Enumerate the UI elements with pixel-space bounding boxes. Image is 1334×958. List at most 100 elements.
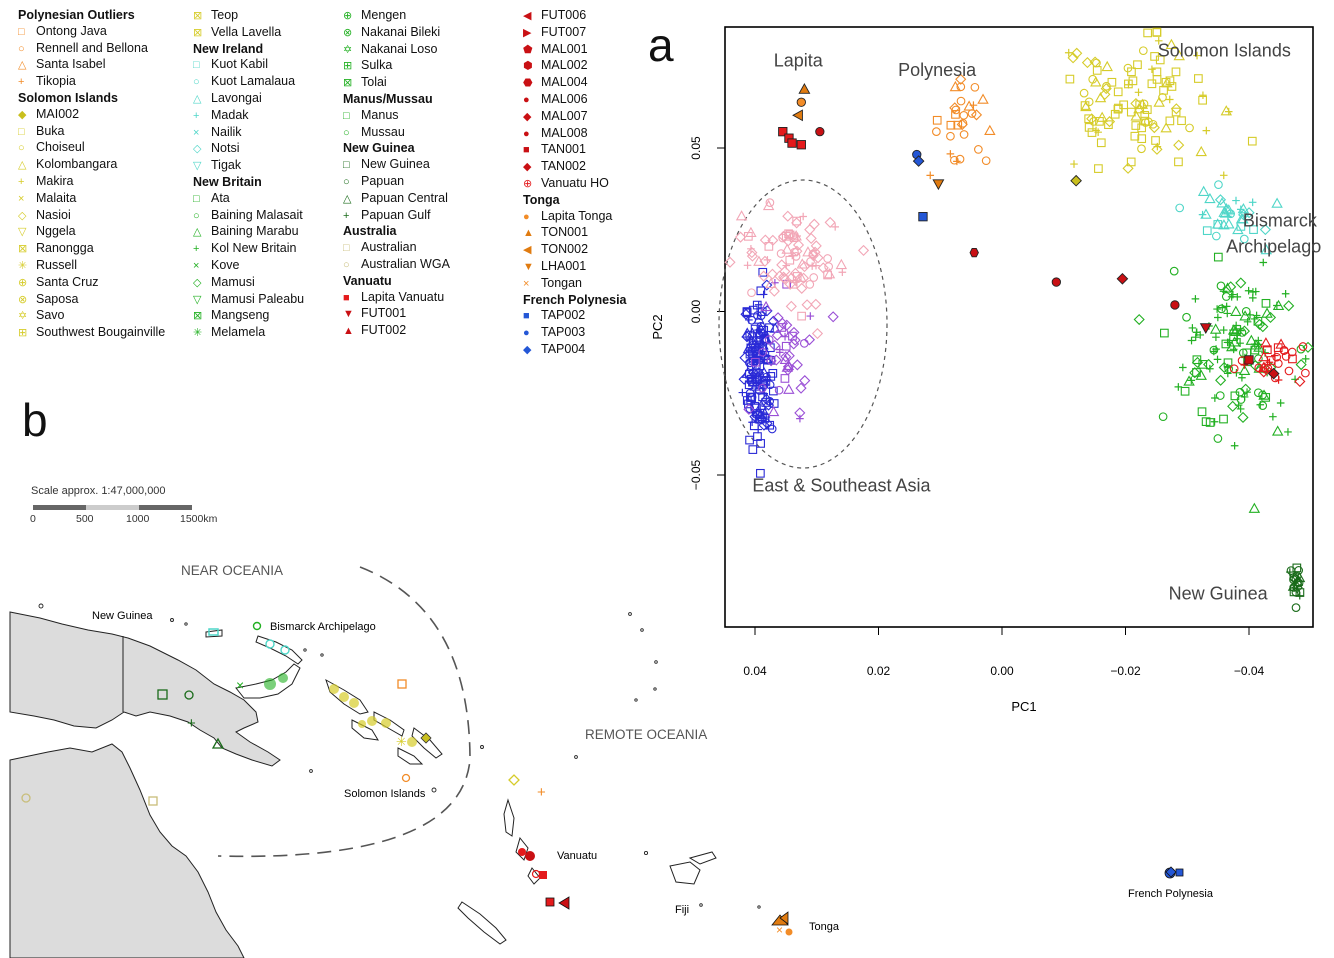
highlight-point <box>1244 355 1254 365</box>
legend-label: MAI002 <box>36 106 80 121</box>
data-point <box>1292 563 1302 573</box>
data-point <box>1065 74 1075 84</box>
data-point <box>1081 57 1093 69</box>
data-point <box>778 272 790 285</box>
data-point <box>1080 101 1090 110</box>
data-point <box>755 380 765 390</box>
data-point <box>791 245 803 257</box>
data-point <box>1134 88 1143 97</box>
data-point <box>1148 119 1158 129</box>
data-point <box>748 375 760 386</box>
data-point <box>1301 355 1310 363</box>
data-point <box>1094 128 1102 137</box>
legend-symbol-icon: ● <box>523 210 530 223</box>
data-point <box>755 355 765 365</box>
data-point <box>783 350 795 362</box>
data-point <box>744 231 753 241</box>
data-point <box>748 418 756 427</box>
data-point <box>1276 399 1285 407</box>
data-point <box>758 347 768 357</box>
australia-landmass <box>9 743 245 958</box>
data-point <box>796 282 808 294</box>
data-point <box>1250 340 1259 348</box>
data-point <box>1239 234 1249 244</box>
data-point <box>1148 122 1160 134</box>
data-point <box>1133 313 1145 326</box>
data-point <box>1174 157 1183 167</box>
data-point <box>757 374 770 385</box>
legend-item: ◇ Notsi <box>193 141 304 158</box>
data-point <box>1224 107 1233 116</box>
near-oceania-boundary <box>217 566 471 858</box>
legend-symbol-icon: ▽ <box>18 226 27 239</box>
data-point <box>1236 222 1246 231</box>
data-point <box>1265 358 1274 367</box>
data-point <box>745 388 755 398</box>
data-point <box>776 259 788 271</box>
legend-item: □ Ata <box>193 191 304 208</box>
legend-item: ○ Papuan <box>343 174 450 191</box>
legend-symbol-icon: ⊕ <box>523 177 533 190</box>
data-point <box>748 377 757 387</box>
data-point <box>754 326 762 334</box>
legend-symbol-icon: ■ <box>523 310 530 323</box>
data-point <box>788 279 798 289</box>
data-point <box>1064 48 1073 57</box>
data-point <box>1215 374 1227 386</box>
data-point <box>768 386 778 396</box>
data-point <box>1139 99 1149 109</box>
legend-item: ✡ Nakanai Loso <box>343 42 450 59</box>
data-point <box>734 231 747 243</box>
data-point <box>750 324 760 334</box>
data-point <box>751 336 761 346</box>
legend-label: Vanuatu HO <box>541 175 609 190</box>
legend-col-2: ⊠ Teop ⊠ Vella Lavella New Ireland □ Kuot Kabi… <box>193 8 304 342</box>
data-point <box>1222 302 1231 311</box>
data-point <box>1243 357 1252 367</box>
data-point <box>950 155 959 165</box>
data-point <box>812 261 820 270</box>
data-point <box>1243 388 1251 396</box>
data-point <box>789 334 801 346</box>
legend-item: ▶ FUT007 <box>523 25 627 42</box>
data-point <box>1158 93 1167 102</box>
data-point <box>1071 47 1083 59</box>
legend-symbol-icon: ⊗ <box>18 293 28 306</box>
data-point <box>1114 103 1123 113</box>
data-point <box>823 268 836 279</box>
vanuatu-island-2 <box>515 836 529 861</box>
legend-label: Kove <box>211 257 240 272</box>
legend-heading: Vanuatu <box>343 273 392 288</box>
data-point <box>1229 345 1238 354</box>
highlight-point <box>969 247 979 258</box>
fiji-map-label: Fiji <box>675 904 689 916</box>
legend-label: Russell <box>36 257 77 272</box>
data-point <box>743 403 755 415</box>
data-point <box>796 258 809 269</box>
data-point <box>1198 210 1207 219</box>
data-point <box>1113 87 1123 97</box>
highlight-point <box>778 126 788 137</box>
data-point <box>958 118 968 128</box>
data-point <box>763 256 772 264</box>
legend-symbol-icon: ⬢ <box>523 60 533 73</box>
legend-symbol-icon: ⊕ <box>18 276 28 289</box>
data-point <box>1173 49 1185 61</box>
data-point <box>752 374 762 383</box>
data-point <box>746 392 755 402</box>
data-point <box>787 230 799 242</box>
data-point <box>795 382 807 394</box>
data-point <box>1261 307 1273 318</box>
legend-item: ▽ Tigak <box>193 158 304 175</box>
data-point <box>1203 358 1215 371</box>
legend-item: ⊗ Nakanai Bileki <box>343 25 450 42</box>
data-point <box>951 110 960 119</box>
data-point <box>1224 369 1232 378</box>
legend-label: Nasioi <box>36 207 71 222</box>
data-point <box>1223 218 1235 229</box>
data-point <box>1213 355 1222 364</box>
data-point <box>760 413 770 423</box>
data-point <box>1232 196 1240 205</box>
legend-label: LHA001 <box>541 258 587 273</box>
data-point <box>949 102 961 114</box>
